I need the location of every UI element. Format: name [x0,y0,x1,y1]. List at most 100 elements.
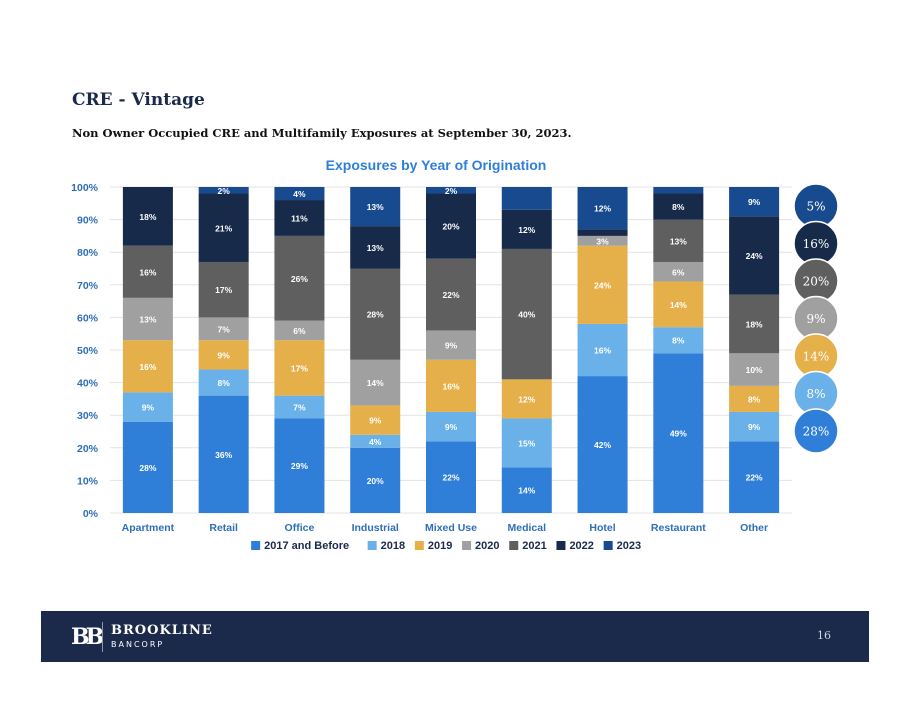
legend-label: 2017 and Before [264,540,349,552]
y-tick-label: 90% [77,215,99,227]
data-label: 24% [746,251,763,261]
bar-segment [122,245,173,298]
total-circle-label: 8% [806,387,825,401]
bar-segment [198,340,249,370]
bar-segment [198,193,249,262]
data-label: 14% [670,300,687,310]
data-label: 9% [445,341,458,351]
bar-segment [501,379,552,419]
bar-segment [425,411,477,442]
bar-segment [274,235,325,321]
bar-segment [653,327,704,354]
bar-segment [501,187,552,210]
data-label: 8% [672,336,685,346]
legend-label: 2020 [475,540,499,552]
data-label: 3% [596,236,609,246]
data-label: 49% [670,429,687,439]
bar-segment [577,323,628,377]
legend-label: 2022 [569,540,593,552]
bar-segment [653,187,704,194]
bar-segment [729,441,780,513]
brookline-logo: BB BROOKLINE BANCORP [71,622,213,652]
bar-segment [198,317,249,341]
data-label: 13% [367,243,384,253]
data-label: 6% [672,267,685,277]
y-tick-label: 40% [77,378,99,390]
total-circle-label: 16% [803,237,830,251]
data-label: 22% [442,290,459,300]
bar-segment [122,421,173,513]
data-label: 17% [215,285,232,295]
bar-segment [350,405,401,435]
y-tick-label: 10% [77,475,99,487]
logo-mark: BB [71,624,104,650]
data-label: 10% [746,365,763,375]
bar-segment [425,187,477,194]
x-tick-label: Industrial [352,522,399,534]
legend-label: 2021 [522,540,546,552]
y-tick-label: 60% [77,312,99,324]
bar-segment [274,187,325,201]
data-label: 9% [748,422,761,432]
bar-segment [198,187,249,194]
bar-segment [501,209,552,249]
bar-segment [577,376,628,513]
logo-name: BROOKLINE [111,623,213,638]
bar-segment [653,281,704,328]
data-label: 14% [518,486,535,496]
logo-subtitle: BANCORP [111,640,165,649]
bar-segment [577,187,628,230]
x-tick-label: Mixed Use [425,522,477,534]
legend-swatch [462,541,472,550]
legend-swatch [603,541,613,550]
data-label: 2% [445,186,458,196]
x-tick-label: Office [285,522,315,534]
legend-swatch [509,541,519,550]
data-label: 8% [672,202,685,212]
bar-segment [425,193,477,259]
footer-bar: BB BROOKLINE BANCORP 16 [41,611,869,662]
x-axis: Apartment Retail Office Industrial Mixed Use… [122,522,768,534]
page-subtitle: Non Owner Occupied CRE and Multifamily E… [72,126,572,140]
bar-segment [350,187,401,227]
bar-segment [425,258,477,331]
x-tick-label: Other [740,522,768,534]
x-tick-label: Restaurant [651,522,706,534]
data-label: 2% [218,186,231,196]
data-label: 12% [518,394,535,404]
bar-segment [653,353,704,513]
data-label: 16% [139,362,156,372]
bar-segment [501,467,552,513]
bar-segment [274,200,325,236]
data-label: 26% [291,274,308,284]
bar-segment [729,187,780,217]
bar-segment [350,268,401,360]
page-number: 16 [817,629,831,642]
data-label: 17% [291,363,308,373]
data-label: 9% [369,416,382,426]
bar-segment [274,395,325,419]
data-label: 18% [746,319,763,329]
bar-segment [274,418,325,513]
total-circle [793,408,839,454]
bar-segment [198,395,249,513]
data-label: 16% [594,346,611,356]
bar-segment [501,248,552,380]
bar-group: 28% 9% 16% 13% 16% 18% 2% 36% 8% 9% 7% 17% 21% 2% 29% 7… [122,177,780,513]
bar-segment [198,369,249,396]
total-circle-label: 14% [803,350,830,364]
y-tick-label: 100% [71,182,99,194]
bar-segment [350,447,401,513]
total-circle-label: 28% [803,425,830,439]
x-tick-label: Hotel [589,522,615,534]
chart-legend: 2017 and Before 2018 2019 2020 2021 2022 2023 [251,540,641,552]
bar-segment [729,216,780,295]
legend-label: 2019 [428,540,452,552]
x-tick-label: Medical [508,522,547,534]
legend-swatch [251,541,261,550]
bar-segment [274,320,325,341]
y-tick-label: 50% [77,345,99,357]
data-label: 18% [139,212,156,222]
data-label: 9% [142,403,155,413]
y-tick-label: 70% [77,280,99,292]
